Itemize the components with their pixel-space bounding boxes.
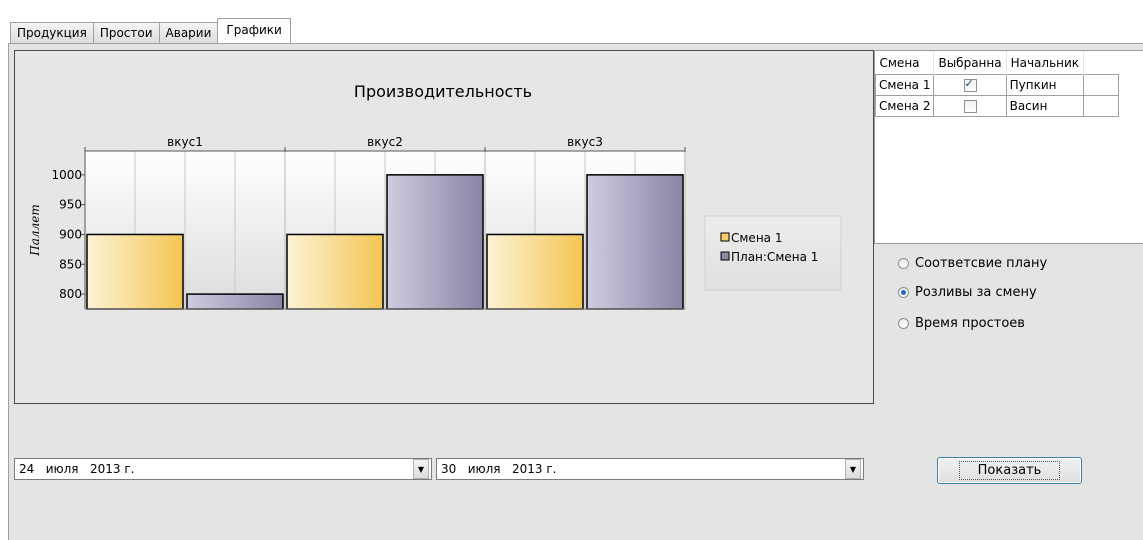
chevron-down-icon[interactable]: ▼ [413,459,429,479]
table-row[interactable]: Смена 1 Пупкин [874,74,1119,96]
y-tick-label: 1000 [51,168,82,182]
legend-label: План:Смена 1 [731,250,818,264]
col-header-filler [1083,51,1119,75]
checkbox[interactable] [963,100,977,113]
shifts-grid: Смена Выбранна Начальник Смена 1 Пупкин … [874,50,1143,244]
bar [186,293,284,310]
chart-area: Производительность вкус1 вкус2 вкус3 1000 95… [14,50,874,404]
date-from-text[interactable]: 24 июля 2013 г. [15,462,413,476]
bar [486,233,584,310]
bar [586,174,684,310]
radio-downtime[interactable]: Время простоев [898,316,1025,331]
category-label: вкус3 [567,135,603,149]
date-from-day[interactable]: 24 [19,462,35,476]
chart-plot: вкус1 вкус2 вкус3 1000 950 900 850 800 Паллет Сме… [28,135,842,310]
cell-shift[interactable]: Смена 1 [874,74,935,96]
category-label: вкус2 [367,135,403,149]
radio-label: Розливы за смену [915,285,1037,300]
checkbox[interactable] [963,77,977,92]
col-header-selected[interactable]: Выбранна [933,51,1007,75]
tab-downtime[interactable]: Простои [92,22,160,43]
legend-swatch [720,232,730,242]
table-row[interactable]: Смена 2 Васин [874,95,1119,117]
cell-filler [1083,74,1119,96]
date-from-month[interactable]: июля [45,462,79,476]
tab-charts[interactable]: Графики [217,18,291,43]
radio-icon[interactable] [898,318,909,329]
radio-icon[interactable] [898,258,909,269]
radio-label: Время простоев [915,316,1025,331]
y-tick-label: 950 [59,198,82,212]
cell-selected[interactable] [933,95,1007,117]
bar [386,174,484,310]
show-button[interactable]: Показать [937,457,1082,484]
grid-header-row: Смена Выбранна Начальник [875,51,1119,75]
y-axis-title: Паллет [28,204,42,256]
radio-label: Соответсвие плану [915,256,1048,271]
cell-selected[interactable] [933,74,1007,96]
radio-icon[interactable] [898,287,909,298]
date-to-picker[interactable]: 30 июля 2013 г. ▼ [436,458,864,480]
y-tick-label: 800 [59,287,82,301]
cell-shift[interactable]: Смена 2 [874,95,935,117]
date-to-month[interactable]: июля [467,462,501,476]
tab-accidents[interactable]: Аварии [158,22,219,43]
chart-title: Производительность [354,82,532,101]
bar [286,233,384,310]
col-header-chief[interactable]: Начальник [1006,51,1085,75]
radio-plan-match[interactable]: Соответсвие плану [898,256,1047,271]
date-to-year[interactable]: 2013 г. [511,462,557,476]
date-to-text[interactable]: 30 июля 2013 г. [437,462,845,476]
cell-filler [1083,95,1119,117]
bar [86,233,184,310]
cell-chief[interactable]: Васин [1005,95,1085,117]
show-button-label: Показать [958,461,1061,480]
chart-svg: Производительность вкус1 вкус2 вкус3 1000 95… [28,82,842,310]
cell-chief[interactable]: Пупкин [1005,74,1085,96]
y-tick-label: 850 [59,257,82,271]
tab-strip: Продукция Простои Аварии Графики [10,18,291,43]
date-from-picker[interactable]: 24 июля 2013 г. ▼ [14,458,432,480]
chart-legend: Смена 1 План:Смена 1 [704,215,842,291]
date-to-day[interactable]: 30 [441,462,457,476]
legend-swatch [720,251,730,261]
y-tick-label: 900 [59,227,82,241]
col-header-shift[interactable]: Смена [875,51,935,75]
legend-label: Смена 1 [731,231,782,245]
tab-products[interactable]: Продукция [10,22,94,43]
radio-shift-bottling[interactable]: Розливы за смену [898,285,1037,300]
shifts-table: Смена Выбранна Начальник Смена 1 Пупкин … [874,51,1119,117]
chevron-down-icon[interactable]: ▼ [845,459,861,479]
date-from-year[interactable]: 2013 г. [89,462,135,476]
category-label: вкус1 [167,135,203,149]
